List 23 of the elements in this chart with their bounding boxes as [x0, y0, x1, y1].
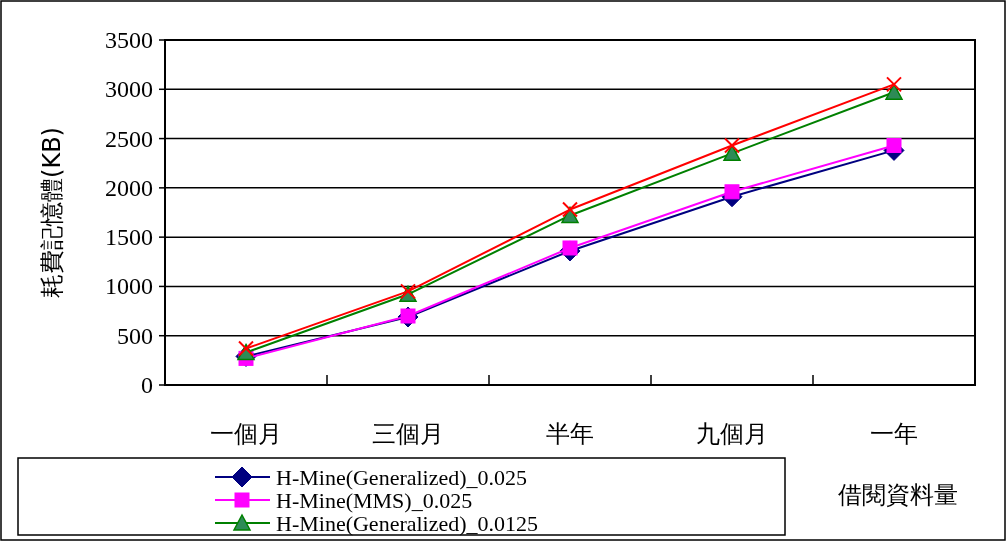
y-tick-label: 3000: [105, 76, 153, 103]
point: [886, 137, 902, 153]
x-tick-label: 半年: [546, 420, 594, 448]
y-tick-label: 2000: [105, 174, 153, 201]
y-tick-label: 3500: [105, 27, 153, 53]
legend-label: H-Mine(Generalized)_0.025: [276, 465, 528, 490]
point: [562, 201, 578, 218]
y-tick-label: 0: [141, 372, 153, 398]
x-tick-label: 一個月: [210, 420, 282, 448]
point: [724, 137, 740, 154]
point: [238, 340, 254, 357]
x-tick-label: 一年: [870, 420, 918, 448]
y-axis-title: 耗費記憶體(KB): [38, 127, 66, 298]
x-axis-title: 借閱資料量: [838, 481, 958, 509]
point: [724, 184, 740, 200]
x-tick-label: 九個月: [696, 420, 768, 448]
y-tick-label: 2500: [105, 125, 153, 152]
y-tick-label: 1000: [105, 273, 153, 300]
point: [885, 83, 903, 100]
point: [886, 76, 902, 93]
x-tick-label: 三個月: [372, 420, 444, 448]
y-tick-label: 1500: [105, 224, 153, 251]
y-tick-label: 500: [117, 322, 153, 349]
